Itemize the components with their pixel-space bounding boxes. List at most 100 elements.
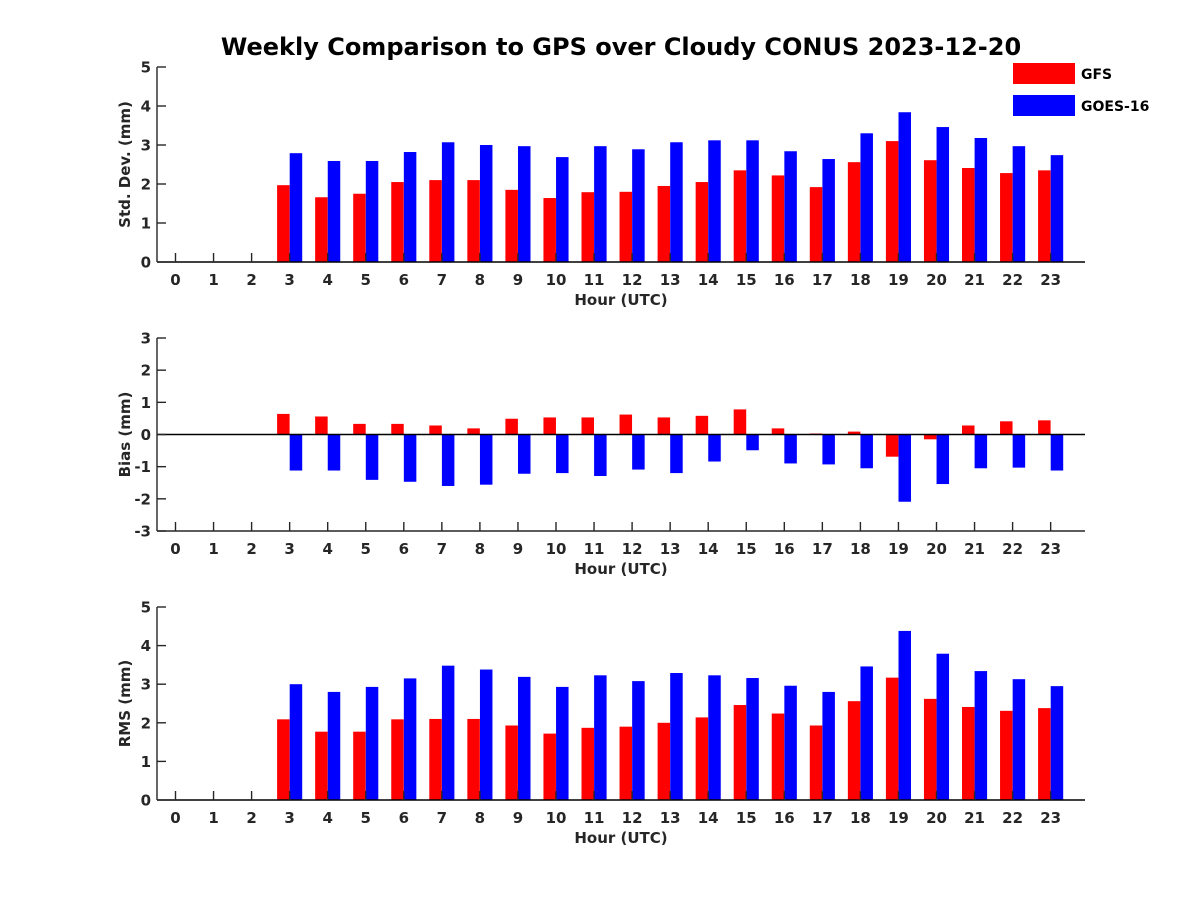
rms-xtick-label: 7 xyxy=(437,809,447,827)
bias-bar-gfs-h10 xyxy=(543,417,556,435)
bias-xtick-label: 18 xyxy=(850,540,871,558)
rms-bar-gfs-h19 xyxy=(885,677,899,800)
std-bar-goes-16-h21 xyxy=(974,137,988,262)
std-bar-gfs-h23 xyxy=(1038,170,1051,262)
std-bar-gfs-h4 xyxy=(315,197,328,262)
bias-xtick-label: 13 xyxy=(660,540,681,558)
rms-xtick-label: 19 xyxy=(888,809,909,827)
rms-bar-goes-16-h17 xyxy=(822,691,835,800)
bias-xtick-label: 3 xyxy=(284,540,294,558)
std-bar-gfs-h13 xyxy=(657,185,671,262)
bias-bar-gfs-h14 xyxy=(695,415,709,435)
std-bar-gfs-h3 xyxy=(277,185,290,262)
std-bar-goes-16-h19 xyxy=(898,112,911,263)
std-bar-goes-16-h12 xyxy=(632,149,645,262)
std-xtick-label: 4 xyxy=(322,271,332,289)
bias-ytick-label: 2 xyxy=(141,362,151,380)
rms-bar-goes-16-h9 xyxy=(518,676,531,800)
rms-xtick-label: 20 xyxy=(926,809,947,827)
std-bar-gfs-h19 xyxy=(885,141,899,262)
bias-xtick-label: 23 xyxy=(1040,540,1061,558)
bias-bar-goes-16-h9 xyxy=(518,434,531,474)
bias-xtick-label: 16 xyxy=(774,540,795,558)
figure-title: Weekly Comparison to GPS over Cloudy CON… xyxy=(221,33,1021,61)
rms-xtick-label: 6 xyxy=(399,809,409,827)
rms-bar-goes-16-h4 xyxy=(327,691,341,800)
rms-bar-gfs-h3 xyxy=(277,719,290,800)
rms-ytick-label: 3 xyxy=(141,676,151,694)
std-xtick-label: 19 xyxy=(888,271,909,289)
rms-xtick-label: 9 xyxy=(513,809,523,827)
rms-xtick-label: 10 xyxy=(546,809,567,827)
bias-xtick-label: 10 xyxy=(546,540,567,558)
rms-bar-goes-16-h15 xyxy=(746,678,759,800)
rms-bar-goes-16-h7 xyxy=(441,665,455,800)
bias-bar-gfs-h15 xyxy=(733,409,747,435)
bias-xtick-label: 9 xyxy=(513,540,523,558)
rms-xtick-label: 1 xyxy=(208,809,218,827)
bias-xtick-label: 12 xyxy=(622,540,643,558)
std-ytick-label: 3 xyxy=(141,137,151,155)
rms-bar-gfs-h9 xyxy=(505,725,518,800)
bias-bar-goes-16-h19 xyxy=(898,434,911,502)
std-xtick-label: 8 xyxy=(475,271,485,289)
rms-xtick-label: 15 xyxy=(736,809,757,827)
std-xtick-label: 14 xyxy=(698,271,719,289)
std-bar-goes-16-h15 xyxy=(746,140,759,262)
rms-bar-gfs-h17 xyxy=(809,725,823,800)
rms-xtick-label: 14 xyxy=(698,809,719,827)
rms-bar-gfs-h14 xyxy=(695,717,709,800)
bias-ytick-label: -1 xyxy=(134,458,151,476)
bias-bar-gfs-h4 xyxy=(315,416,328,435)
std-xtick-label: 2 xyxy=(246,271,256,289)
std-xtick-label: 15 xyxy=(736,271,757,289)
rms-bar-goes-16-h16 xyxy=(784,685,797,800)
bias-xtick-label: 8 xyxy=(475,540,485,558)
std-bar-goes-16-h10 xyxy=(556,157,569,262)
std-bar-goes-16-h3 xyxy=(289,153,303,262)
std-xtick-label: 23 xyxy=(1040,271,1061,289)
std-xtick-label: 5 xyxy=(361,271,371,289)
rms-bar-gfs-h10 xyxy=(543,733,556,800)
std-bar-gfs-h9 xyxy=(505,189,518,262)
std-bar-goes-16-h6 xyxy=(403,152,417,262)
std-xtick-label: 18 xyxy=(850,271,871,289)
std-xtick-label: 11 xyxy=(584,271,605,289)
bias-bar-gfs-h8 xyxy=(467,428,480,435)
std-xtick-label: 12 xyxy=(622,271,643,289)
rms-bar-gfs-h20 xyxy=(923,698,937,800)
std-bar-gfs-h22 xyxy=(1000,173,1013,262)
rms-xtick-label: 17 xyxy=(812,809,833,827)
bias-xtick-label: 6 xyxy=(399,540,409,558)
bias-bar-gfs-h5 xyxy=(353,423,366,435)
std-xtick-label: 17 xyxy=(812,271,833,289)
bias-bar-goes-16-h8 xyxy=(479,434,493,485)
rms-xtick-label: 18 xyxy=(850,809,871,827)
rms-xtick-label: 8 xyxy=(475,809,485,827)
rms-bar-gfs-h18 xyxy=(847,701,861,800)
std-bar-goes-16-h7 xyxy=(441,142,455,262)
std-bar-goes-16-h20 xyxy=(936,127,950,262)
bias-bar-goes-16-h3 xyxy=(289,434,303,471)
rms-bar-goes-16-h8 xyxy=(479,669,493,800)
rms-bar-gfs-h5 xyxy=(353,731,366,800)
bias-xtick-label: 14 xyxy=(698,540,719,558)
bias-bar-goes-16-h7 xyxy=(441,434,455,486)
std-xtick-label: 0 xyxy=(170,271,180,289)
bias-xtick-label: 20 xyxy=(926,540,947,558)
std-bar-gfs-h17 xyxy=(809,187,823,262)
std-bar-gfs-h15 xyxy=(733,170,747,262)
rms-bar-gfs-h6 xyxy=(391,719,404,800)
bias-bar-goes-16-h22 xyxy=(1012,434,1026,468)
std-bar-gfs-h11 xyxy=(581,192,594,262)
bias-bar-gfs-h3 xyxy=(277,413,290,435)
std-bar-goes-16-h14 xyxy=(708,140,721,262)
bias-y-label: Bias (mm) xyxy=(116,392,134,478)
bias-xtick-label: 21 xyxy=(964,540,985,558)
rms-bar-goes-16-h14 xyxy=(708,675,721,800)
std-bar-gfs-h14 xyxy=(695,182,709,262)
bias-bar-gfs-h19 xyxy=(885,434,899,457)
